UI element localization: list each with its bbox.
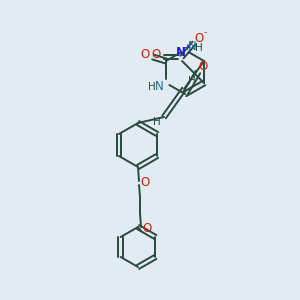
Text: H: H: [188, 76, 196, 86]
Text: N: N: [188, 40, 196, 53]
Text: +: +: [183, 44, 191, 52]
Text: N: N: [176, 46, 186, 59]
Text: H: H: [148, 82, 156, 92]
Text: O: O: [140, 176, 150, 188]
Text: O: O: [152, 49, 161, 62]
Text: H: H: [153, 117, 161, 127]
Text: O: O: [142, 221, 152, 235]
Text: O: O: [140, 47, 150, 61]
Text: N: N: [154, 80, 163, 92]
Text: O: O: [194, 32, 204, 44]
Text: -: -: [203, 28, 207, 38]
Text: H: H: [195, 43, 203, 53]
Text: O: O: [198, 61, 208, 74]
